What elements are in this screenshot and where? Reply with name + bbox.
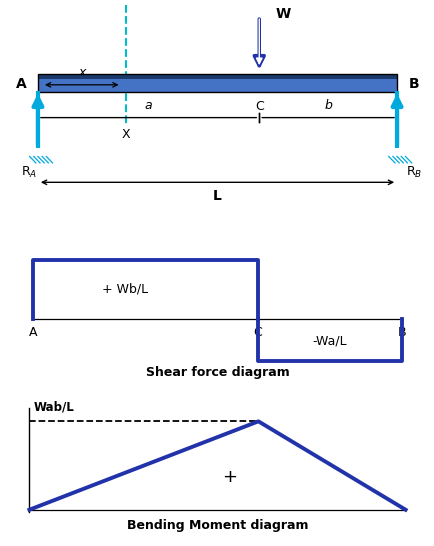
- Text: L: L: [213, 189, 221, 203]
- Text: W: W: [275, 7, 290, 21]
- Text: B: B: [408, 77, 418, 91]
- Text: -Wa/L: -Wa/L: [312, 335, 346, 348]
- Bar: [38, 74, 396, 92]
- Text: R$_A$: R$_A$: [21, 165, 38, 180]
- Text: X: X: [121, 128, 130, 141]
- Text: a: a: [145, 99, 152, 112]
- Text: X: X: [121, 0, 130, 1]
- Text: A: A: [29, 327, 38, 339]
- Text: b: b: [323, 99, 331, 112]
- Text: Shear force diagram: Shear force diagram: [145, 366, 289, 379]
- Text: R$_B$: R$_B$: [404, 165, 421, 180]
- Text: x: x: [78, 67, 85, 79]
- Text: Bending Moment diagram: Bending Moment diagram: [126, 519, 308, 532]
- Text: + Wb/L: + Wb/L: [102, 283, 148, 296]
- Text: C: C: [254, 100, 263, 114]
- Bar: [38, 74, 396, 92]
- Text: A: A: [16, 77, 26, 91]
- Text: C: C: [253, 327, 261, 339]
- Text: Wab/L: Wab/L: [33, 401, 74, 414]
- Text: +: +: [222, 467, 237, 485]
- Text: B: B: [396, 327, 405, 339]
- Bar: [38, 74, 396, 79]
